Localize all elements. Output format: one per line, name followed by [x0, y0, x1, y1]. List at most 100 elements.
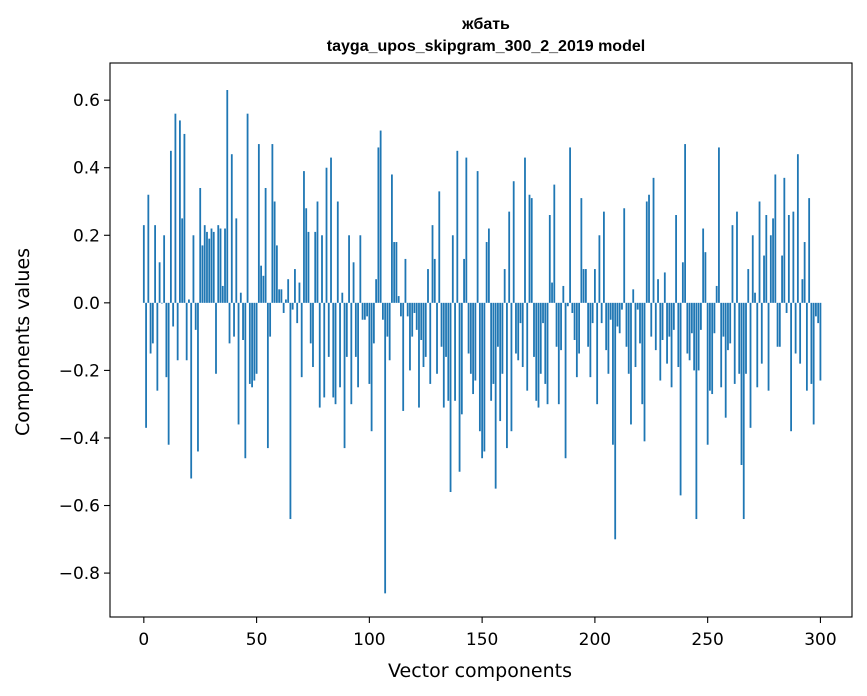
- bar-187: [564, 302, 567, 459]
- y-axis-label: Components values: [12, 248, 34, 436]
- bar-300: [819, 302, 822, 381]
- bar-118: [409, 302, 411, 371]
- bar-16: [179, 120, 181, 303]
- bar-84: [332, 302, 335, 398]
- y-tick-label: −0.6: [59, 497, 100, 517]
- y-tick-label: −0.4: [59, 429, 100, 449]
- bar-130: [436, 302, 438, 374]
- bar-285: [785, 302, 788, 313]
- bar-60: [278, 289, 281, 303]
- bar-158: [499, 302, 502, 422]
- bar-163: [510, 302, 513, 432]
- bar-188: [566, 302, 569, 307]
- x-axis-label: Vector components: [388, 660, 572, 682]
- bar-103: [375, 279, 378, 303]
- bar-7: [158, 262, 161, 303]
- bar-87: [339, 302, 341, 388]
- bar-54: [264, 187, 267, 303]
- bar-71: [303, 171, 305, 303]
- bar-221: [641, 302, 644, 405]
- bar-278: [769, 235, 772, 303]
- bar-286: [787, 215, 790, 303]
- bar-207: [609, 302, 612, 320]
- bar-18: [183, 133, 186, 303]
- bar-156: [494, 302, 497, 489]
- bar-29: [208, 238, 211, 303]
- bar-264: [738, 302, 741, 374]
- bar-144: [467, 302, 470, 354]
- bar-136: [449, 302, 452, 493]
- bar-32: [215, 302, 217, 374]
- bar-126: [427, 269, 429, 303]
- bar-125: [424, 302, 427, 357]
- bar-22: [192, 235, 195, 303]
- y-tick-label: 0.2: [73, 226, 100, 246]
- bar-263: [736, 211, 738, 303]
- bar-294: [805, 302, 808, 391]
- bar-154: [490, 302, 493, 401]
- bar-92: [350, 302, 353, 405]
- bar-116: [404, 258, 407, 303]
- bar-292: [801, 279, 804, 303]
- bar-168: [521, 302, 524, 368]
- bar-164: [512, 181, 515, 303]
- bar-182: [553, 184, 556, 303]
- bar-196: [584, 269, 587, 303]
- bar-6: [156, 302, 159, 391]
- bar-242: [688, 302, 691, 361]
- bar-26: [201, 245, 204, 303]
- bar-80: [323, 302, 326, 398]
- bar-34: [219, 228, 222, 303]
- bar-190: [571, 302, 574, 313]
- bar-258: [724, 302, 727, 418]
- bar-238: [679, 302, 682, 496]
- bar-5: [154, 225, 156, 303]
- bar-95: [357, 302, 359, 388]
- bar-225: [650, 302, 653, 337]
- bar-132: [440, 302, 443, 347]
- bar-179: [546, 302, 549, 405]
- bar-265: [740, 302, 743, 465]
- bar-62: [282, 302, 285, 313]
- bar-236: [675, 215, 677, 303]
- bar-107: [384, 302, 387, 594]
- x-tick-label: 150: [466, 630, 498, 650]
- bar-21: [190, 302, 193, 479]
- bar-85: [334, 302, 337, 405]
- bar-213: [623, 208, 626, 303]
- bar-49: [253, 302, 256, 381]
- bar-298: [815, 302, 817, 317]
- bar-120: [413, 302, 416, 313]
- bar-209: [614, 302, 617, 540]
- bar-45: [244, 302, 247, 459]
- bar-217: [632, 289, 635, 303]
- bar-33: [217, 225, 220, 303]
- bar-123: [420, 302, 423, 340]
- bar-159: [501, 302, 504, 374]
- bar-161: [506, 302, 508, 449]
- bar-1: [145, 302, 147, 428]
- bar-12: [169, 150, 172, 303]
- bar-282: [778, 302, 781, 347]
- bar-31: [212, 231, 215, 303]
- bar-43: [239, 292, 242, 303]
- bar-269: [749, 302, 752, 428]
- bar-65: [289, 302, 292, 520]
- bar-147: [474, 302, 477, 381]
- bar-257: [722, 302, 725, 337]
- y-tick-label: −0.8: [59, 564, 100, 584]
- bar-81: [325, 167, 328, 303]
- bar-232: [666, 302, 668, 364]
- bar-100: [368, 302, 371, 384]
- bar-94: [354, 302, 357, 357]
- bar-14: [174, 113, 177, 303]
- bar-53: [262, 275, 265, 303]
- bar-274: [760, 302, 763, 364]
- bar-50: [255, 302, 258, 374]
- bar-272: [756, 302, 759, 388]
- bar-198: [589, 302, 592, 378]
- bar-249: [704, 252, 707, 303]
- bar-17: [181, 218, 184, 303]
- bar-129: [433, 258, 436, 303]
- bar-142: [463, 258, 465, 303]
